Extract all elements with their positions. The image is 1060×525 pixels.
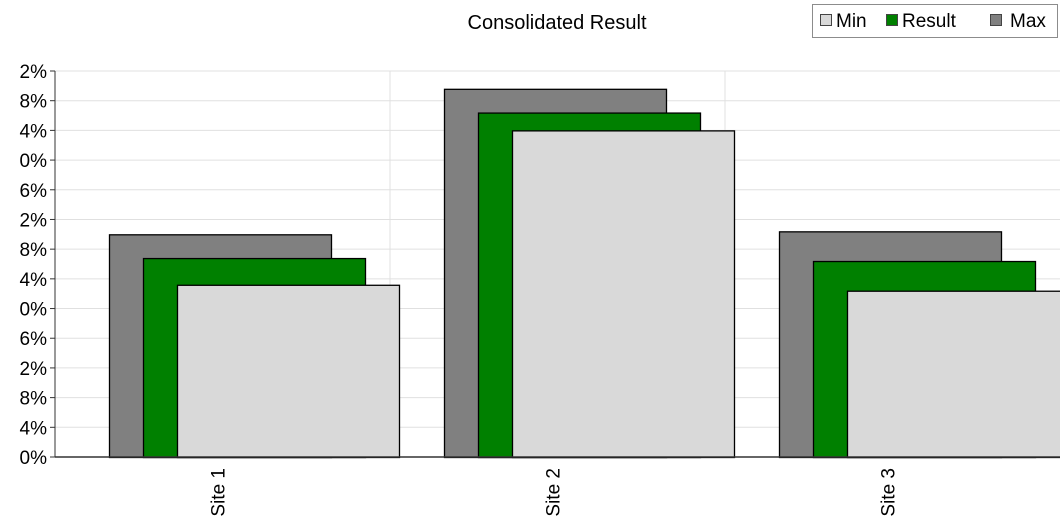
legend: Min Result Max <box>812 4 1058 38</box>
axes <box>54 71 1060 458</box>
y-tick-label: 8% <box>20 92 48 113</box>
legend-label-min: Min <box>836 11 867 32</box>
y-axis-ticks: 0% 4% 8% 2% 6% 0% 4% 8% 2% 6% 0% 4% 8% 2% <box>20 62 55 469</box>
legend-swatch-result <box>886 14 898 26</box>
chart-title: Consolidated Result <box>468 12 647 34</box>
y-tick-label: 4% <box>20 418 48 439</box>
bar-min <box>846 290 1060 459</box>
bars <box>108 88 1060 459</box>
legend-swatch-max <box>990 14 1002 26</box>
legend-label-max: Max <box>1010 11 1046 32</box>
y-tick-label: 8% <box>20 389 48 410</box>
y-tick-label: 6% <box>20 329 48 350</box>
y-tick-label: 0% <box>20 151 48 172</box>
y-tick-label: 2% <box>20 210 48 231</box>
legend-box <box>812 4 1058 38</box>
x-category-label: Site 1 <box>209 468 230 517</box>
x-category-label: Site 2 <box>544 468 565 517</box>
bar-min <box>511 130 736 459</box>
legend-swatch-min <box>820 14 832 26</box>
bar-min <box>176 284 401 459</box>
legend-label-result: Result <box>902 11 957 32</box>
y-tick-label: 2% <box>20 62 48 83</box>
y-tick-label: 4% <box>20 121 48 142</box>
y-tick-label: 8% <box>20 240 48 261</box>
x-axis-categories: Site 1 Site 2 Site 3 <box>209 468 900 517</box>
y-tick-label: 2% <box>20 359 48 380</box>
y-tick-label: 4% <box>20 270 48 291</box>
x-category-label: Site 3 <box>879 468 900 517</box>
y-tick-label: 0% <box>20 300 48 321</box>
y-tick-label: 6% <box>20 181 48 202</box>
y-tick-label: 0% <box>20 448 48 469</box>
